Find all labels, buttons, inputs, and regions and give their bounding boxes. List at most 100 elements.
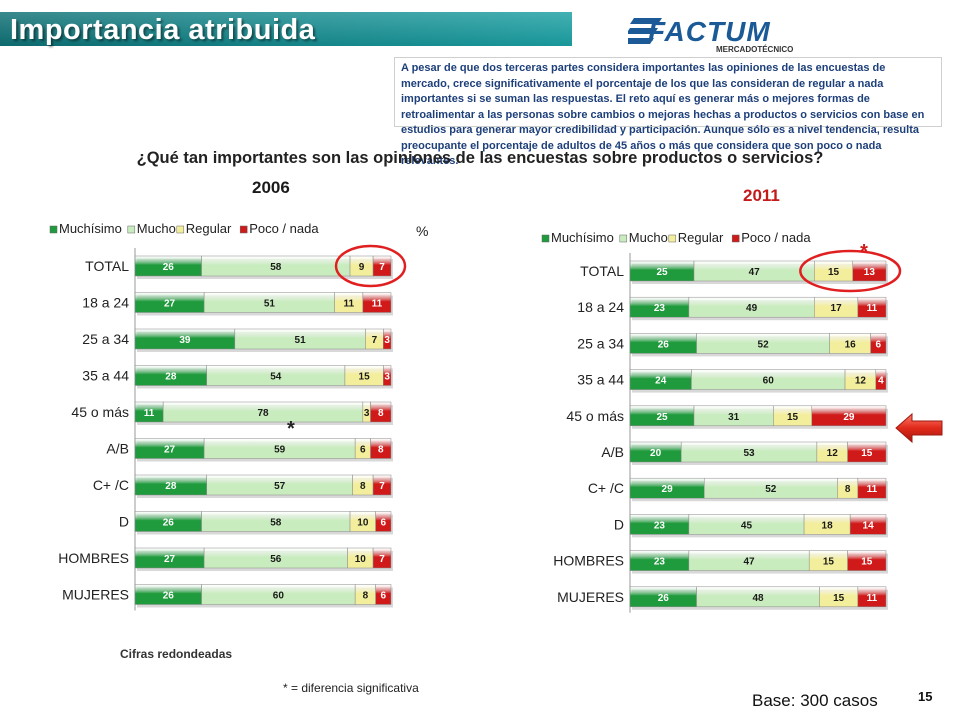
category-label: TOTAL xyxy=(580,263,624,279)
data-label-regular: 8 xyxy=(845,484,851,495)
data-label-poco-nada: 15 xyxy=(861,448,873,459)
category-label: D xyxy=(614,516,624,532)
data-label-mucho: 31 xyxy=(728,412,740,423)
data-label-muchisimo: 26 xyxy=(163,591,175,602)
bar-poco-nada xyxy=(857,586,887,608)
legend-swatch-regular xyxy=(176,225,185,234)
category-label: MUJERES xyxy=(557,589,624,605)
data-label-regular: 16 xyxy=(845,339,857,350)
data-label-mucho: 60 xyxy=(763,376,775,387)
data-label-regular: 8 xyxy=(360,481,366,492)
data-label-poco-nada: 7 xyxy=(379,262,385,273)
bar-poco-nada xyxy=(852,260,887,282)
data-label-poco-nada: 8 xyxy=(378,408,384,419)
bar-poco-nada xyxy=(375,511,392,532)
bar-poco-nada xyxy=(811,405,887,427)
bar-poco-nada xyxy=(372,474,392,496)
legend-swatch-regular xyxy=(668,234,677,243)
data-label-poco-nada: 14 xyxy=(863,520,875,531)
base-note: Base: 300 casos xyxy=(752,691,878,710)
data-label-poco-nada: 8 xyxy=(378,445,384,456)
data-label-mucho: 56 xyxy=(270,554,282,565)
brand-subtitle: MERCADOTÉCNICO xyxy=(716,45,794,54)
data-label-regular: 10 xyxy=(355,554,367,565)
legend-swatch-mucho xyxy=(619,234,628,243)
significance-note: * = diferencia significativa xyxy=(283,681,419,695)
legend-label-regular: Regular xyxy=(678,230,724,245)
data-label-mucho: 48 xyxy=(752,593,764,604)
rounded-note: Cifras redondeadas xyxy=(120,647,233,661)
brand-name: FACTUM xyxy=(648,16,771,47)
data-label-muchisimo: 20 xyxy=(650,448,662,459)
category-label: HOMBRES xyxy=(553,553,624,569)
data-label-muchisimo: 24 xyxy=(655,376,667,387)
data-label-mucho: 51 xyxy=(295,335,307,346)
category-label: 25 a 34 xyxy=(82,331,129,347)
percent-sign: % xyxy=(416,223,429,239)
legend-label-poco-nada: Poco / nada xyxy=(741,230,811,245)
data-label-poco-nada: 11 xyxy=(372,299,383,310)
category-label: 25 a 34 xyxy=(577,335,624,351)
data-label-muchisimo: 23 xyxy=(654,303,666,314)
data-label-regular: 15 xyxy=(833,593,845,604)
data-label-regular: 12 xyxy=(855,376,867,387)
data-label-poco-nada: 11 xyxy=(867,593,878,604)
data-label-regular: 8 xyxy=(363,591,369,602)
data-label-regular: 6 xyxy=(360,445,366,456)
legend-label-mucho: Mucho xyxy=(137,221,176,236)
data-label-mucho: 45 xyxy=(741,520,753,531)
data-label-poco-nada: 29 xyxy=(843,412,855,423)
data-label-regular: 17 xyxy=(831,303,843,314)
data-label-poco-nada: 3 xyxy=(384,335,390,346)
bar-poco-nada xyxy=(847,550,887,571)
data-label-regular: 10 xyxy=(357,518,369,529)
data-label-poco-nada: 11 xyxy=(867,484,878,495)
legend-swatch-mucho xyxy=(127,225,136,234)
data-label-muchisimo: 23 xyxy=(654,520,666,531)
data-label-regular: 7 xyxy=(372,335,378,346)
data-label-mucho: 57 xyxy=(274,481,286,492)
bar-poco-nada xyxy=(870,333,887,354)
survey-question: ¿Qué tan importantes son las opiniones d… xyxy=(136,149,824,167)
data-label-regular: 15 xyxy=(787,412,799,423)
data-label-muchisimo: 39 xyxy=(179,335,191,346)
data-label-regular: 3 xyxy=(364,408,370,419)
bar-poco-nada xyxy=(857,296,887,318)
bar-poco-nada xyxy=(372,255,392,277)
bar-poco-nada xyxy=(857,477,887,499)
category-label: C+ /C xyxy=(93,477,129,493)
data-label-muchisimo: 23 xyxy=(654,557,666,568)
data-label-mucho: 59 xyxy=(274,445,286,456)
data-label-regular: 9 xyxy=(359,262,365,273)
data-label-muchisimo: 11 xyxy=(144,408,155,419)
data-label-muchisimo: 27 xyxy=(164,554,176,565)
factum-logo xyxy=(628,18,662,44)
data-label-muchisimo: 25 xyxy=(656,267,668,278)
bar-poco-nada xyxy=(370,438,392,459)
data-label-regular: 15 xyxy=(828,267,840,278)
bar-poco-nada xyxy=(370,401,392,423)
data-label-regular: 15 xyxy=(823,557,835,568)
data-label-poco-nada: 6 xyxy=(381,591,387,602)
bar-poco-nada xyxy=(849,514,887,535)
significance-asterisk: * xyxy=(860,241,868,263)
bar-poco-nada xyxy=(383,328,392,350)
chart-title-2006: 2006 xyxy=(252,178,290,197)
legend-label-regular: Regular xyxy=(186,221,232,236)
data-label-poco-nada: 6 xyxy=(876,339,882,350)
data-label-mucho: 47 xyxy=(749,267,761,278)
data-label-muchisimo: 26 xyxy=(658,339,670,350)
data-label-mucho: 51 xyxy=(264,299,276,310)
bar-poco-nada xyxy=(875,369,887,390)
data-label-mucho: 49 xyxy=(746,303,758,314)
data-label-poco-nada: 11 xyxy=(867,303,878,314)
data-label-muchisimo: 25 xyxy=(656,412,668,423)
chart-2006: Muchísimo Mucho Regular Poco / nada TOTAL 26 5… xyxy=(49,221,407,611)
data-label-poco-nada: 13 xyxy=(864,267,876,278)
category-label: 35 a 44 xyxy=(82,368,129,384)
category-label: A/B xyxy=(106,441,129,457)
bar-poco-nada xyxy=(383,365,392,386)
data-label-mucho: 60 xyxy=(273,591,285,602)
data-label-muchisimo: 26 xyxy=(658,593,670,604)
data-label-mucho: 54 xyxy=(270,372,282,383)
